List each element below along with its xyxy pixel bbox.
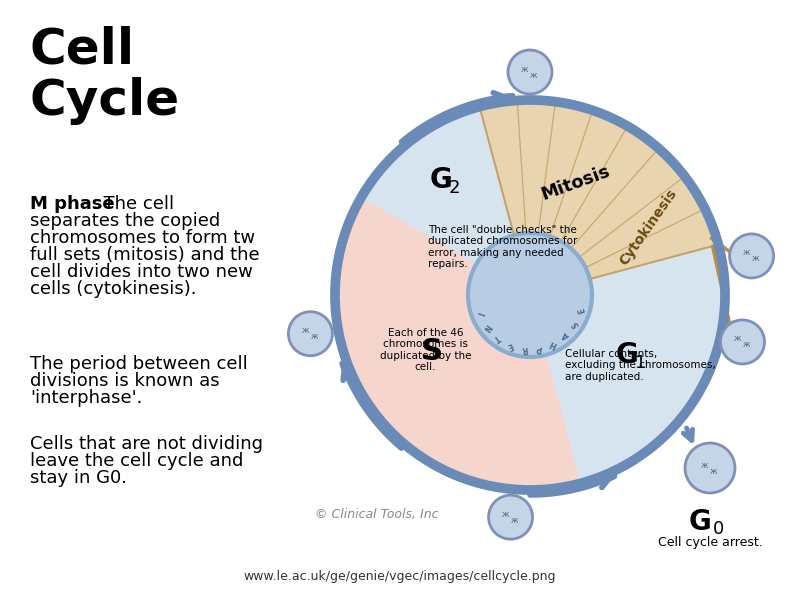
Text: Cell cycle arrest.: Cell cycle arrest. [658,536,762,549]
Text: Cycle: Cycle [30,77,180,125]
Text: A: A [561,330,571,340]
Text: The cell "double checks" the
duplicated chromosomes for
error, making any needed: The cell "double checks" the duplicated … [428,224,578,269]
Text: I: I [474,311,484,316]
Text: stay in G0.: stay in G0. [30,469,127,487]
Text: ж: ж [530,70,538,79]
Text: ж: ж [310,332,318,341]
Circle shape [721,320,765,364]
Text: ж: ж [510,515,518,524]
Text: Each of the 46
chromosomes is
duplicated by the
cell.: Each of the 46 chromosomes is duplicated… [379,328,471,373]
Wedge shape [335,107,725,490]
Wedge shape [479,100,718,295]
Text: E: E [577,306,587,314]
Text: N: N [481,322,492,332]
Text: ж: ж [742,340,750,349]
Text: . The cell: . The cell [92,195,174,213]
Text: 2: 2 [449,179,461,197]
Text: chromosomes to form tw: chromosomes to form tw [30,229,255,247]
Text: ж: ж [701,461,709,469]
Text: ж: ж [752,254,759,263]
Text: cells (cytokinesis).: cells (cytokinesis). [30,280,197,298]
Text: R: R [521,344,528,353]
Text: leave the cell cycle and: leave the cell cycle and [30,452,243,470]
Text: ж: ж [502,509,510,518]
Text: E: E [506,340,514,350]
Text: H: H [549,338,558,349]
Text: ж: ж [734,334,742,343]
Text: G: G [615,341,638,370]
Text: The period between cell: The period between cell [30,355,248,373]
Text: ж: ж [742,248,750,257]
Text: ж: ж [302,326,310,335]
Text: Cytokinesis: Cytokinesis [617,186,680,268]
Text: 'interphase'.: 'interphase'. [30,389,142,407]
Circle shape [489,495,533,539]
Text: S: S [570,319,581,328]
Text: 1: 1 [635,355,646,373]
Text: P: P [536,343,543,353]
Text: M phase: M phase [30,195,114,213]
Text: ж: ж [710,467,718,475]
Text: Cell: Cell [30,25,135,73]
Text: 0: 0 [712,520,724,538]
Circle shape [508,50,552,94]
Text: divisions is known as: divisions is known as [30,372,220,390]
Text: S: S [421,337,443,366]
Text: G: G [689,508,711,536]
Text: © Clinical Tools, Inc: © Clinical Tools, Inc [315,508,438,521]
Circle shape [685,443,735,493]
Text: Mitosis: Mitosis [538,162,612,204]
Text: full sets (mitosis) and the: full sets (mitosis) and the [30,246,260,264]
Text: separates the copied: separates the copied [30,212,220,230]
Text: G: G [430,166,452,194]
Text: T: T [492,332,502,343]
Circle shape [468,233,592,357]
Text: ж: ж [521,64,529,73]
Circle shape [730,234,774,278]
Text: Cells that are not dividing: Cells that are not dividing [30,435,263,453]
Wedge shape [335,197,581,490]
Text: www.le.ac.uk/ge/genie/vgec/images/cellcycle.png: www.le.ac.uk/ge/genie/vgec/images/cellcy… [244,570,556,583]
Circle shape [288,312,332,356]
Text: Cellular contents,
excluding the chromosomes,
are duplicated.: Cellular contents, excluding the chromos… [565,349,715,382]
Text: cell divides into two new: cell divides into two new [30,263,253,281]
